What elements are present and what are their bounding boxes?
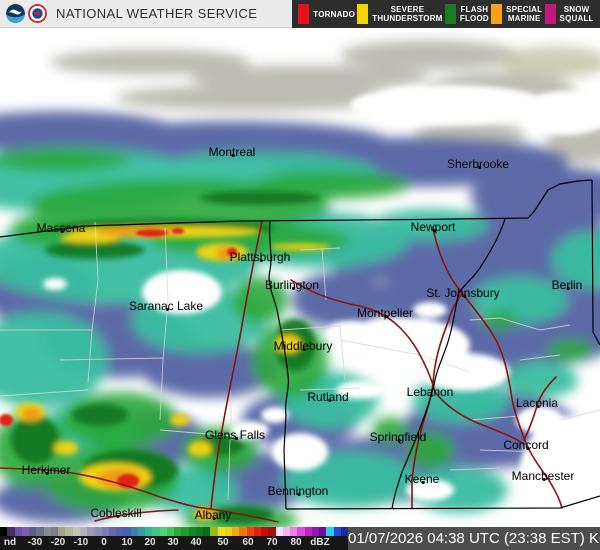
colorbar-segment: [232, 527, 240, 536]
colorbar-segment: [79, 527, 87, 536]
colorbar-tick-label: 40: [190, 537, 202, 548]
reflectivity-scale: nd -30 -20 -10 0 10 20 30 40: [0, 527, 348, 550]
timestamp-box: 01/07/2026 04:38 UTC (23:38 EST) KCXX: [348, 527, 600, 550]
colorbar-segment: [65, 527, 73, 536]
nws-logo-icon[interactable]: [28, 4, 47, 23]
colorbar-segment: [21, 527, 29, 536]
warning-label: TORNADO: [313, 9, 355, 19]
radar-map[interactable]: [0, 28, 600, 527]
colorbar-tick-label: 50: [217, 537, 229, 548]
colorbar-segment: [275, 527, 283, 536]
colorbar-segment: [290, 527, 298, 536]
colorbar-segment: [94, 527, 102, 536]
colorbar-segment: [14, 527, 22, 536]
colorbar-segment: [261, 527, 269, 536]
colorbar-tick-label: 80: [290, 537, 302, 548]
colorbar-tick-label: 60: [242, 537, 254, 548]
colorbar-tick-label: 20: [144, 537, 156, 548]
colorbar-segment: [319, 527, 327, 536]
warning-label: SEVERE THUNDERSTORM: [372, 5, 443, 23]
colorbar-segment: [253, 527, 261, 536]
colorbar-tick-label: -30: [27, 537, 43, 548]
colorbar-segment: [326, 527, 334, 536]
colorbar-segment: [304, 527, 312, 536]
colorbar-segment: [43, 527, 51, 536]
warning-color-swatch: [491, 4, 503, 24]
colorbar-segment: [268, 527, 276, 536]
colorbar-tick-label: 30: [167, 537, 179, 548]
colorbar-segment: [116, 527, 124, 536]
colorbar-segment: [50, 527, 58, 536]
legend-item: SNOW SQUALL: [544, 0, 594, 28]
highway-lines: [0, 220, 563, 523]
colorbar-tick-label: 70: [266, 537, 278, 548]
colorbar-segment: [333, 527, 341, 536]
colorbar-segment: [210, 527, 218, 536]
colorbar-segment: [159, 527, 167, 536]
scan-timestamp: 01/07/2026 04:38 UTC (23:38 EST) KCXX: [348, 530, 600, 547]
colorbar-segment: [123, 527, 131, 536]
warning-label: FLASH FLOOD: [459, 5, 489, 23]
colorbar-segment: [195, 527, 203, 536]
warning-color-swatch: [298, 4, 310, 24]
legend-item: SPECIAL MARINE: [491, 0, 542, 28]
radar-precip-base-layer: [0, 40, 600, 527]
legend-item: SEVERE THUNDERSTORM: [357, 0, 442, 28]
colorbar-tick-labels: nd -30 -20 -10 0 10 20 30 40: [0, 536, 348, 550]
colorbar-tick-label: nd: [3, 537, 17, 548]
colorbar-segment: [101, 527, 109, 536]
warning-color-swatch: [357, 4, 369, 24]
colorbar-segment: [29, 527, 37, 536]
colorbar-tick-label: 0: [101, 537, 107, 548]
colorbar-segment: [87, 527, 95, 536]
colorbar-segment: [297, 527, 305, 536]
colorbar-segment: [7, 527, 15, 536]
radar-imagery[interactable]: [0, 28, 600, 527]
colorbar-segment: [239, 527, 247, 536]
warning-legend: TORNADO SEVERE THUNDERSTORM FLASH FLOOD: [292, 0, 600, 28]
colorbar-segment: [174, 527, 182, 536]
colorbar-segment: [108, 527, 116, 536]
colorbar-segment: [282, 527, 290, 536]
colorbar-segment: [311, 527, 319, 536]
noaa-logo-icon[interactable]: [6, 4, 25, 23]
state-boundary-lines: [0, 179, 600, 510]
colorbar-tick-label: 10: [121, 537, 133, 548]
colorbar-tick-label: dBZ: [310, 537, 330, 548]
colorbar-segment: [152, 527, 160, 536]
colorbar-segment: [246, 527, 254, 536]
nws-branding: NATIONAL WEATHER SERVICE: [0, 0, 292, 28]
colorbar-segment: [340, 527, 348, 536]
colorbar-segment: [224, 527, 232, 536]
colorbar-segment: [217, 527, 225, 536]
colorbar-segment: [188, 527, 196, 536]
colorbar-segment: [145, 527, 153, 536]
header-bar: NATIONAL WEATHER SERVICE TORNADO SEVERE T…: [0, 0, 600, 28]
colorbar-tick-label: -20: [50, 537, 66, 548]
colorbar-segment: [203, 527, 211, 536]
colorbar-segment: [137, 527, 145, 536]
colorbar-segment: [181, 527, 189, 536]
colorbar-segment: [58, 527, 66, 536]
bottom-bar: nd -30 -20 -10 0 10 20 30 40: [0, 527, 600, 550]
colorbar-segment: [166, 527, 174, 536]
app-title: NATIONAL WEATHER SERVICE: [56, 6, 258, 21]
colorbar-segment: [130, 527, 138, 536]
reflectivity-colorbar: [0, 527, 348, 536]
colorbar-segment: [36, 527, 44, 536]
warning-label: SNOW SQUALL: [559, 5, 594, 23]
legend-item: TORNADO: [298, 0, 355, 28]
warning-color-swatch: [544, 4, 556, 24]
colorbar-segment: [0, 527, 8, 536]
colorbar-tick-label: -10: [73, 537, 89, 548]
legend-item: FLASH FLOOD: [444, 0, 489, 28]
warning-label: SPECIAL MARINE: [506, 5, 543, 23]
colorbar-segment: [72, 527, 80, 536]
warning-color-swatch: [444, 4, 456, 24]
